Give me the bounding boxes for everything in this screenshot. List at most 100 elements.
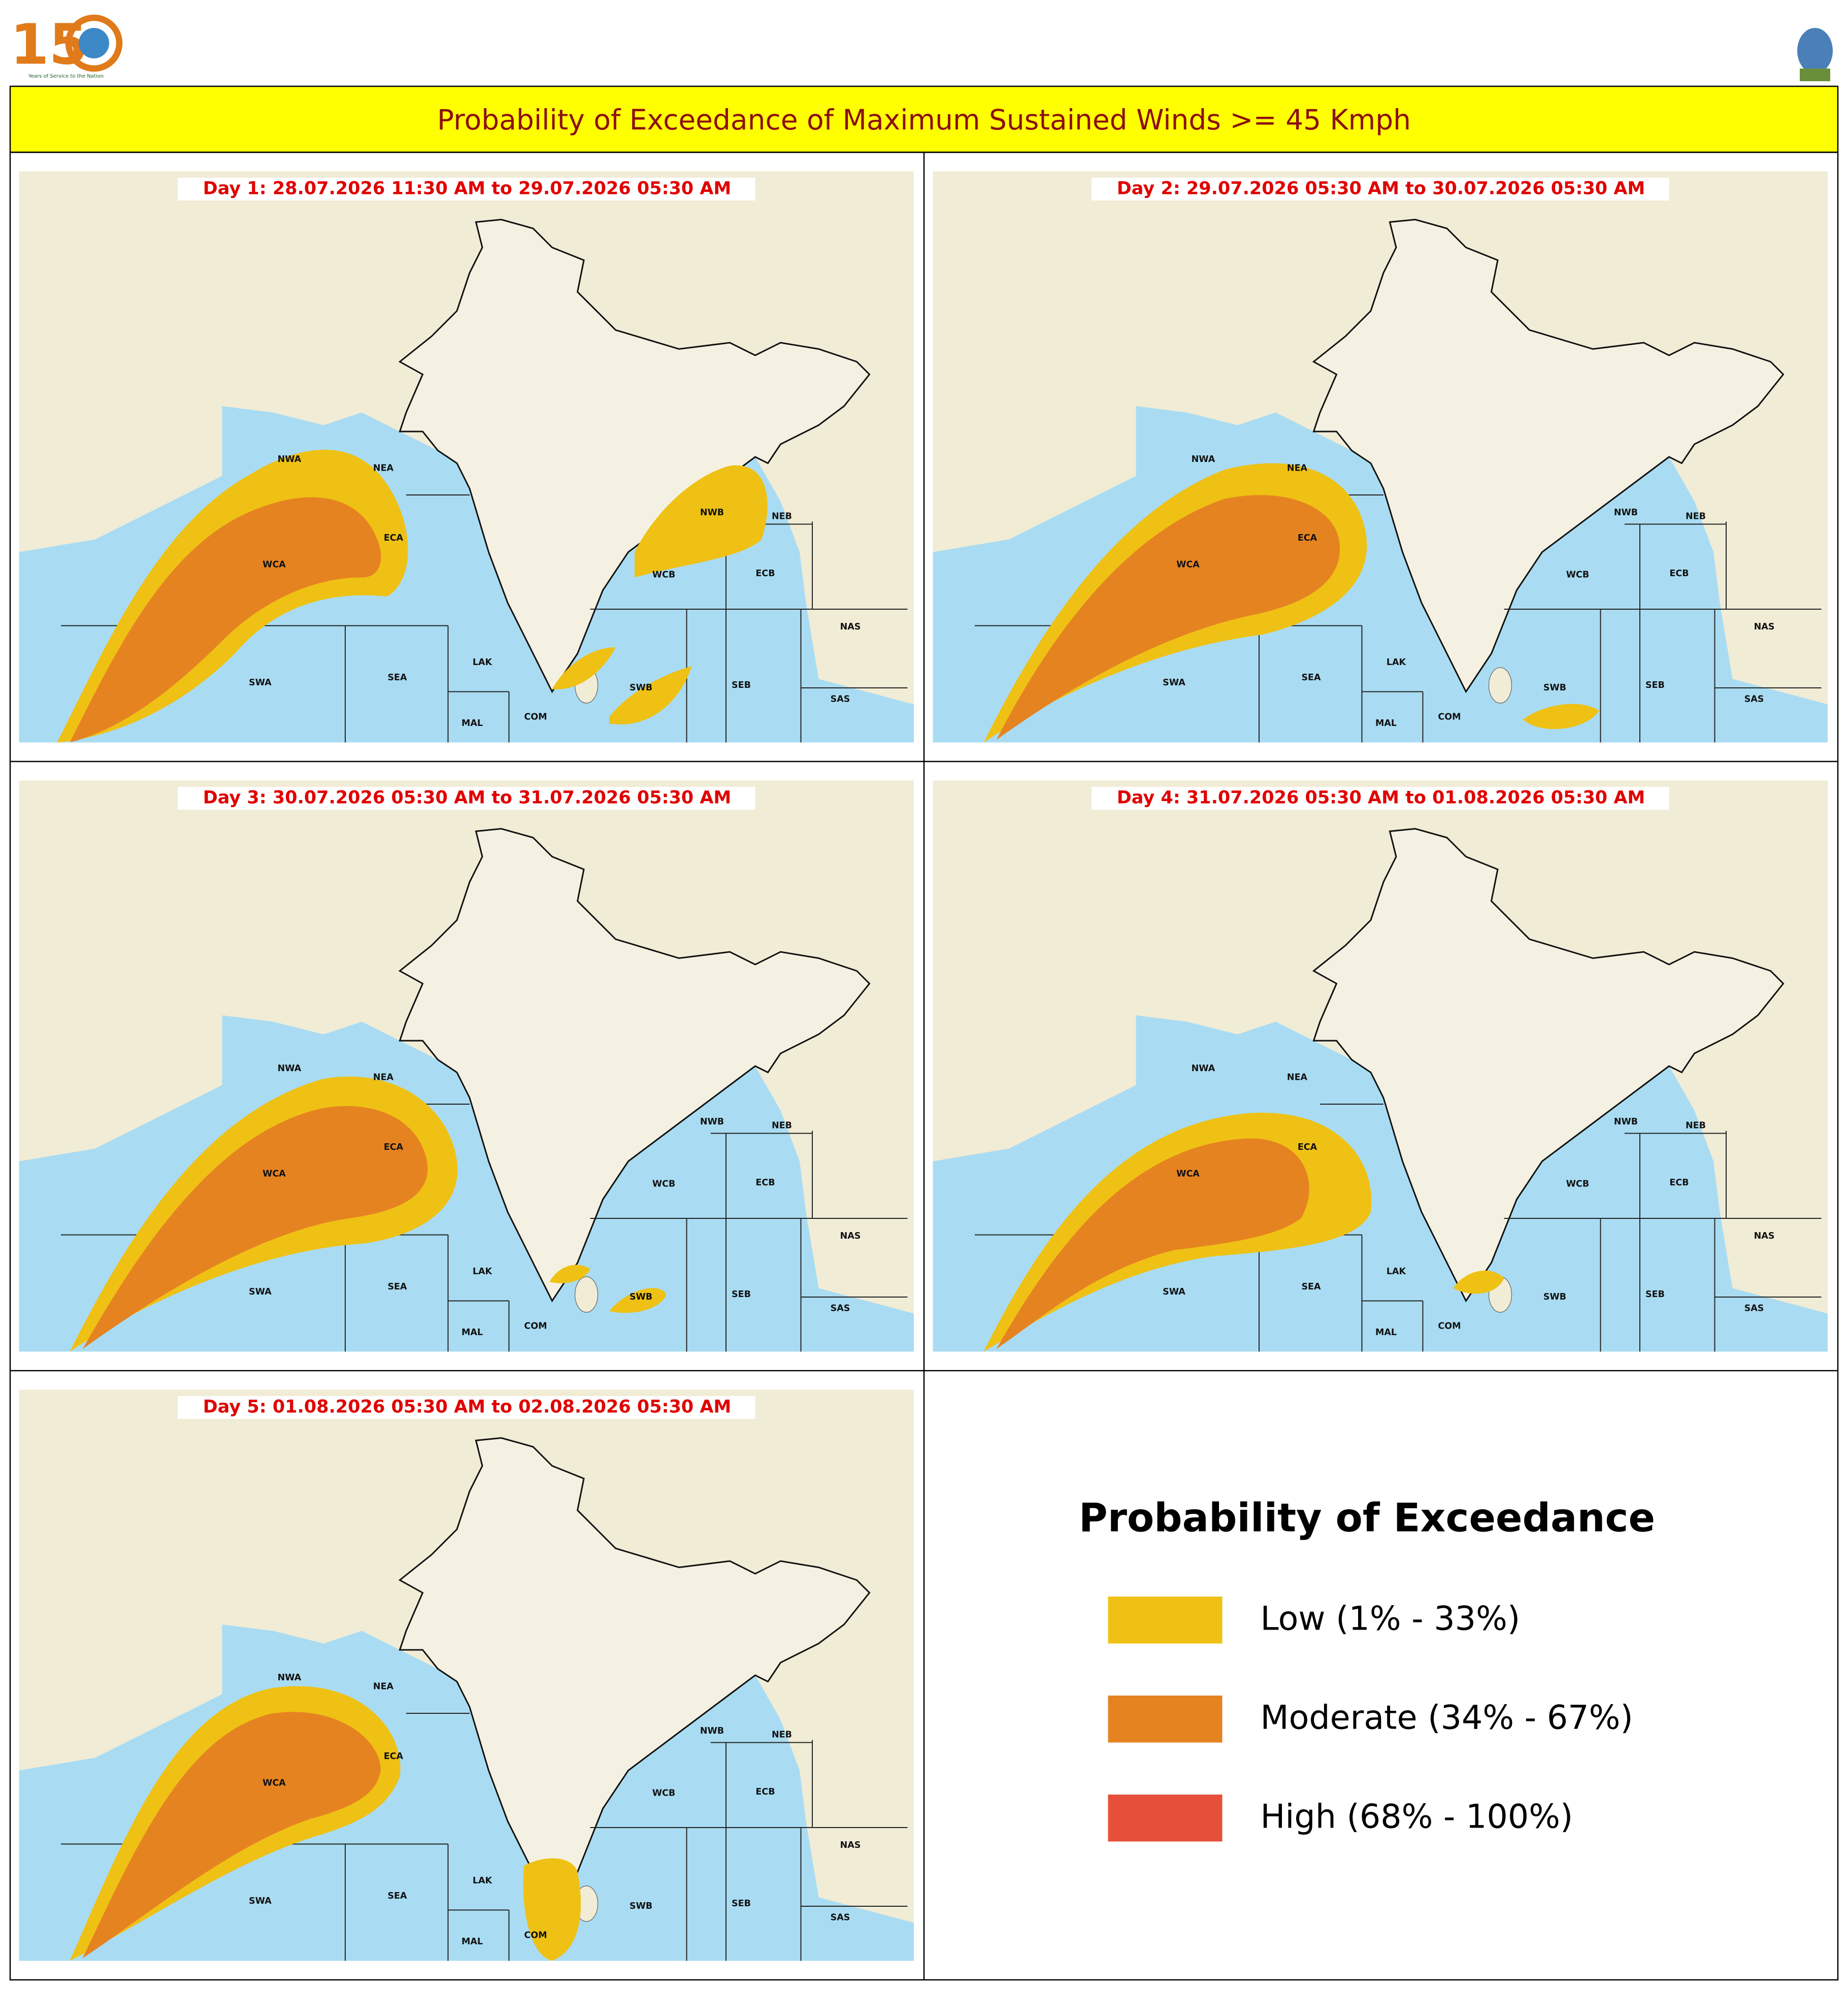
region-label: SWA (1163, 678, 1185, 688)
region-label: SAS (1744, 694, 1764, 705)
region-label: ECB (1669, 1178, 1689, 1188)
region-label: NEA (373, 1073, 394, 1083)
region-label: WCA (262, 1778, 286, 1788)
region-label: LAK (1387, 657, 1407, 668)
low-probability-area (1523, 704, 1599, 729)
region-label: NEA (373, 1682, 394, 1692)
region-label: ECA (1298, 1142, 1317, 1152)
logo-caption: Years of Service to the Nation (28, 74, 104, 79)
region-label: WCB (1566, 1179, 1590, 1189)
region-label: ECA (384, 533, 404, 543)
logo-ring (65, 14, 123, 72)
region-label: SEA (387, 1891, 407, 1901)
logo: 15 Years of Service to the Nation (10, 12, 123, 79)
region-label: SEA (387, 1282, 407, 1292)
title: Probability of Exceedance of Maximum Sus… (437, 104, 1411, 136)
day-label: Day 3: 30.07.2026 05:30 AM to 31.07.2026… (203, 788, 732, 808)
low-probability-area (552, 647, 616, 689)
moderate-probability-area (82, 1712, 381, 1959)
region-label: SAS (831, 694, 850, 705)
logo-globe (79, 28, 109, 58)
region-label: SWA (249, 1287, 272, 1297)
region-label: NWB (700, 1117, 724, 1127)
day-label: Day 5: 01.08.2026 05:30 AM to 02.08.2026… (203, 1397, 732, 1417)
region-label: NWB (700, 1726, 724, 1736)
region-label: MAL (1375, 718, 1397, 728)
region-label: SWB (630, 1292, 652, 1302)
day-label: Day 4: 31.07.2026 05:30 AM to 01.08.2026… (1117, 788, 1645, 808)
india-outline (398, 218, 871, 693)
region-label: WCB (652, 570, 676, 580)
legend-label: High (68% - 100%) (1261, 1798, 1573, 1836)
low-probability-area (609, 666, 692, 724)
region-label: SEA (387, 673, 407, 683)
region-label: NEB (1686, 1121, 1706, 1131)
legend: Probability of Exceedance Low (1% - 33%)… (1079, 1495, 1655, 1842)
region-label: LAK (473, 657, 493, 668)
legend-swatch (1108, 1795, 1223, 1842)
region-label: NWA (278, 1673, 302, 1683)
region-label: COM (524, 1931, 547, 1941)
region-label: NEB (772, 1730, 792, 1740)
india-outline (1312, 218, 1785, 693)
legend-swatch (1108, 1696, 1223, 1743)
region-label: NAS (1754, 1231, 1775, 1241)
map-panel: NWA NEA ECA WCA SWA SEA LAK MAL COM SWB SEB SAS NAS E… (19, 1389, 914, 1961)
low-probability-area (1453, 1270, 1504, 1294)
region-label: COM (1438, 712, 1461, 722)
region-label: NWA (278, 454, 302, 465)
region-label: SWA (1163, 1287, 1185, 1297)
region-label: WCA (262, 1169, 286, 1179)
region-label: NEB (1686, 512, 1706, 522)
region-label: SEB (732, 1899, 751, 1909)
day-label: Day 1: 28.07.2026 11:30 AM to 29.07.2026… (203, 179, 732, 199)
map-panel: NWA NEA ECA WCA SWA SEA LAK MAL COM SWB SEB SAS NAS E… (933, 171, 1828, 743)
region-label: SWA (249, 678, 272, 688)
region-label: SWB (1543, 1292, 1566, 1302)
region-label: MAL (461, 718, 483, 728)
low-probability-area (549, 1265, 590, 1283)
region-label: NAS (840, 1840, 861, 1850)
region-label: NAS (840, 1231, 861, 1241)
region-label: SEA (1301, 673, 1321, 683)
low-probability-area (609, 1288, 667, 1313)
moderate-probability-area (996, 1138, 1309, 1349)
sri-lanka (574, 1276, 599, 1313)
region-label: NEB (772, 512, 792, 522)
day-label-bg (178, 178, 755, 201)
region-label: SEB (1645, 1289, 1665, 1300)
region-label: COM (524, 1321, 547, 1332)
region-label: NWA (278, 1064, 302, 1074)
sri-lanka (1488, 667, 1512, 704)
emblem (1797, 28, 1833, 81)
emblem-base (1800, 69, 1830, 81)
region-label: WCA (262, 560, 286, 570)
day-label-bg (1092, 787, 1669, 810)
region-label: ECA (384, 1751, 404, 1762)
region-label: MAL (461, 1937, 483, 1947)
india-outline (398, 1437, 871, 1912)
legend-title: Probability of Exceedance (1079, 1495, 1655, 1541)
india-outline (398, 827, 871, 1303)
region-label: WCB (652, 1179, 676, 1189)
map-panel: NWA NEA ECA WCA SWA SEA LAK MAL COM SWB SEB SAS NAS E… (933, 780, 1828, 1352)
title-bar (9, 85, 1839, 153)
region-label: NEA (1287, 463, 1308, 474)
region-label: NWA (1192, 1064, 1215, 1074)
region-label: SEB (732, 680, 751, 690)
moderate-probability-area (70, 497, 381, 743)
region-label: ECA (1298, 533, 1317, 543)
day-label-bg (178, 1396, 755, 1419)
legend-label: Low (1% - 33%) (1261, 1600, 1521, 1638)
region-label: SAS (1744, 1304, 1764, 1314)
region-label: ECB (755, 569, 775, 579)
region-label: WCB (1566, 570, 1590, 580)
legend-label: Moderate (34% - 67%) (1261, 1699, 1633, 1737)
region-label: WCB (652, 1788, 676, 1799)
region-label: ECB (1669, 569, 1689, 579)
region-label: NWB (1614, 1117, 1638, 1127)
day-label-bg (1092, 178, 1669, 201)
region-label: LAK (473, 1267, 493, 1277)
region-label: SWB (630, 1901, 652, 1911)
